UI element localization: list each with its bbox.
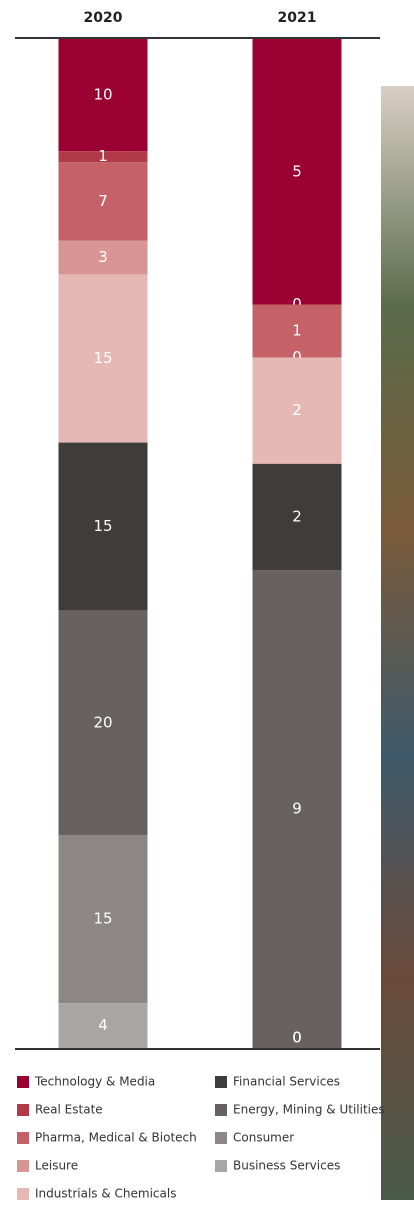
legend-label: Energy, Mining & Utilities [233, 1103, 385, 1117]
value-label: 9 [292, 800, 302, 818]
legend-label: Real Estate [35, 1103, 103, 1117]
value-label: 7 [98, 192, 108, 210]
legend-label: Financial Services [233, 1075, 340, 1089]
legend-label: Pharma, Medical & Biotech [35, 1131, 197, 1145]
value-label: 20 [93, 713, 112, 731]
legend-label: Business Services [233, 1159, 340, 1173]
legend-swatch [17, 1104, 29, 1116]
value-label: 2 [292, 401, 302, 419]
value-label: 2 [292, 507, 302, 525]
legend-label: Technology & Media [34, 1075, 155, 1089]
x-tick-label: 2021 [278, 10, 317, 26]
value-label: 0 [292, 1029, 302, 1047]
value-label: 5 [292, 162, 302, 180]
value-label: 3 [98, 248, 108, 266]
value-label: 15 [93, 517, 112, 535]
legend-swatch [17, 1132, 29, 1144]
legend-swatch [215, 1132, 227, 1144]
value-label: 15 [93, 349, 112, 367]
value-label: 1 [292, 322, 302, 340]
chart: 2020101731515201542021501022900Technolog… [0, 0, 414, 1207]
x-tick-label: 2020 [84, 10, 123, 26]
legend-swatch [215, 1104, 227, 1116]
legend-label: Consumer [233, 1131, 294, 1145]
legend-swatch [17, 1188, 29, 1200]
legend-swatch [17, 1076, 29, 1088]
value-label: 15 [93, 910, 112, 928]
value-label: 10 [93, 86, 112, 104]
value-label: 4 [98, 1016, 108, 1034]
legend-swatch [215, 1160, 227, 1172]
legend-label: Industrials & Chemicals [35, 1187, 176, 1201]
legend-label: Leisure [35, 1159, 78, 1173]
legend-swatch [17, 1160, 29, 1172]
legend-swatch [215, 1076, 227, 1088]
side-photo [381, 86, 414, 1200]
